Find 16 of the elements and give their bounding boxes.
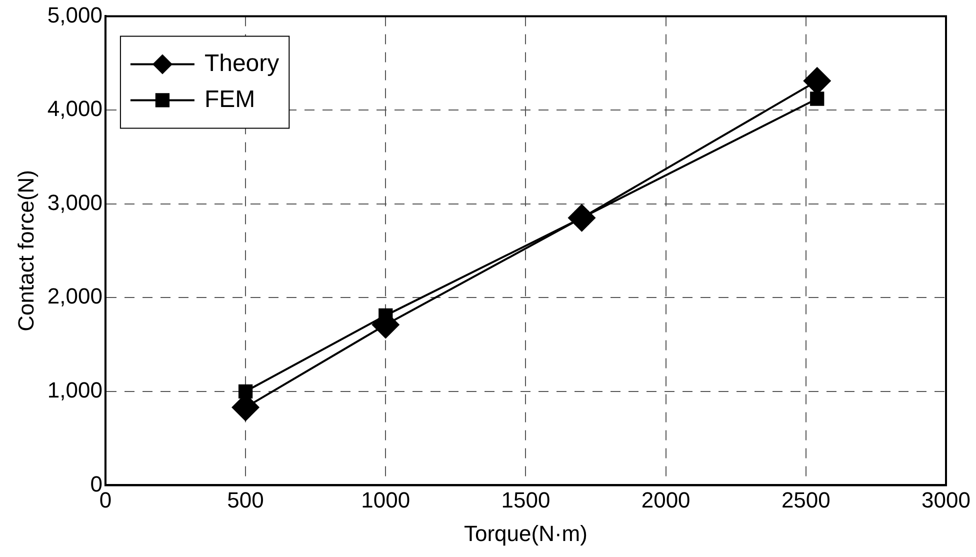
x-tick-label: 1500 — [501, 487, 550, 512]
point — [810, 92, 824, 106]
legend-label: Theory — [204, 50, 280, 77]
y-axis-title: Contact force(N) — [13, 170, 38, 332]
x-tick-label: 2000 — [641, 487, 690, 512]
legend-label: FEM — [204, 86, 256, 113]
x-tick-label: 500 — [227, 487, 264, 512]
x-tick-label: 2500 — [781, 487, 830, 512]
x-tick-label: 1000 — [361, 487, 410, 512]
x-tick-label: 3000 — [922, 487, 970, 512]
y-tick-label: 2,000 — [47, 284, 102, 309]
y-tick-label: 1,000 — [47, 377, 102, 402]
y-tick-label: 4,000 — [47, 96, 102, 122]
x-axis-title: Torque(N·m) — [464, 520, 588, 546]
y-tick-label: 5,000 — [47, 2, 102, 28]
y-tick-label: 3,000 — [47, 190, 102, 215]
